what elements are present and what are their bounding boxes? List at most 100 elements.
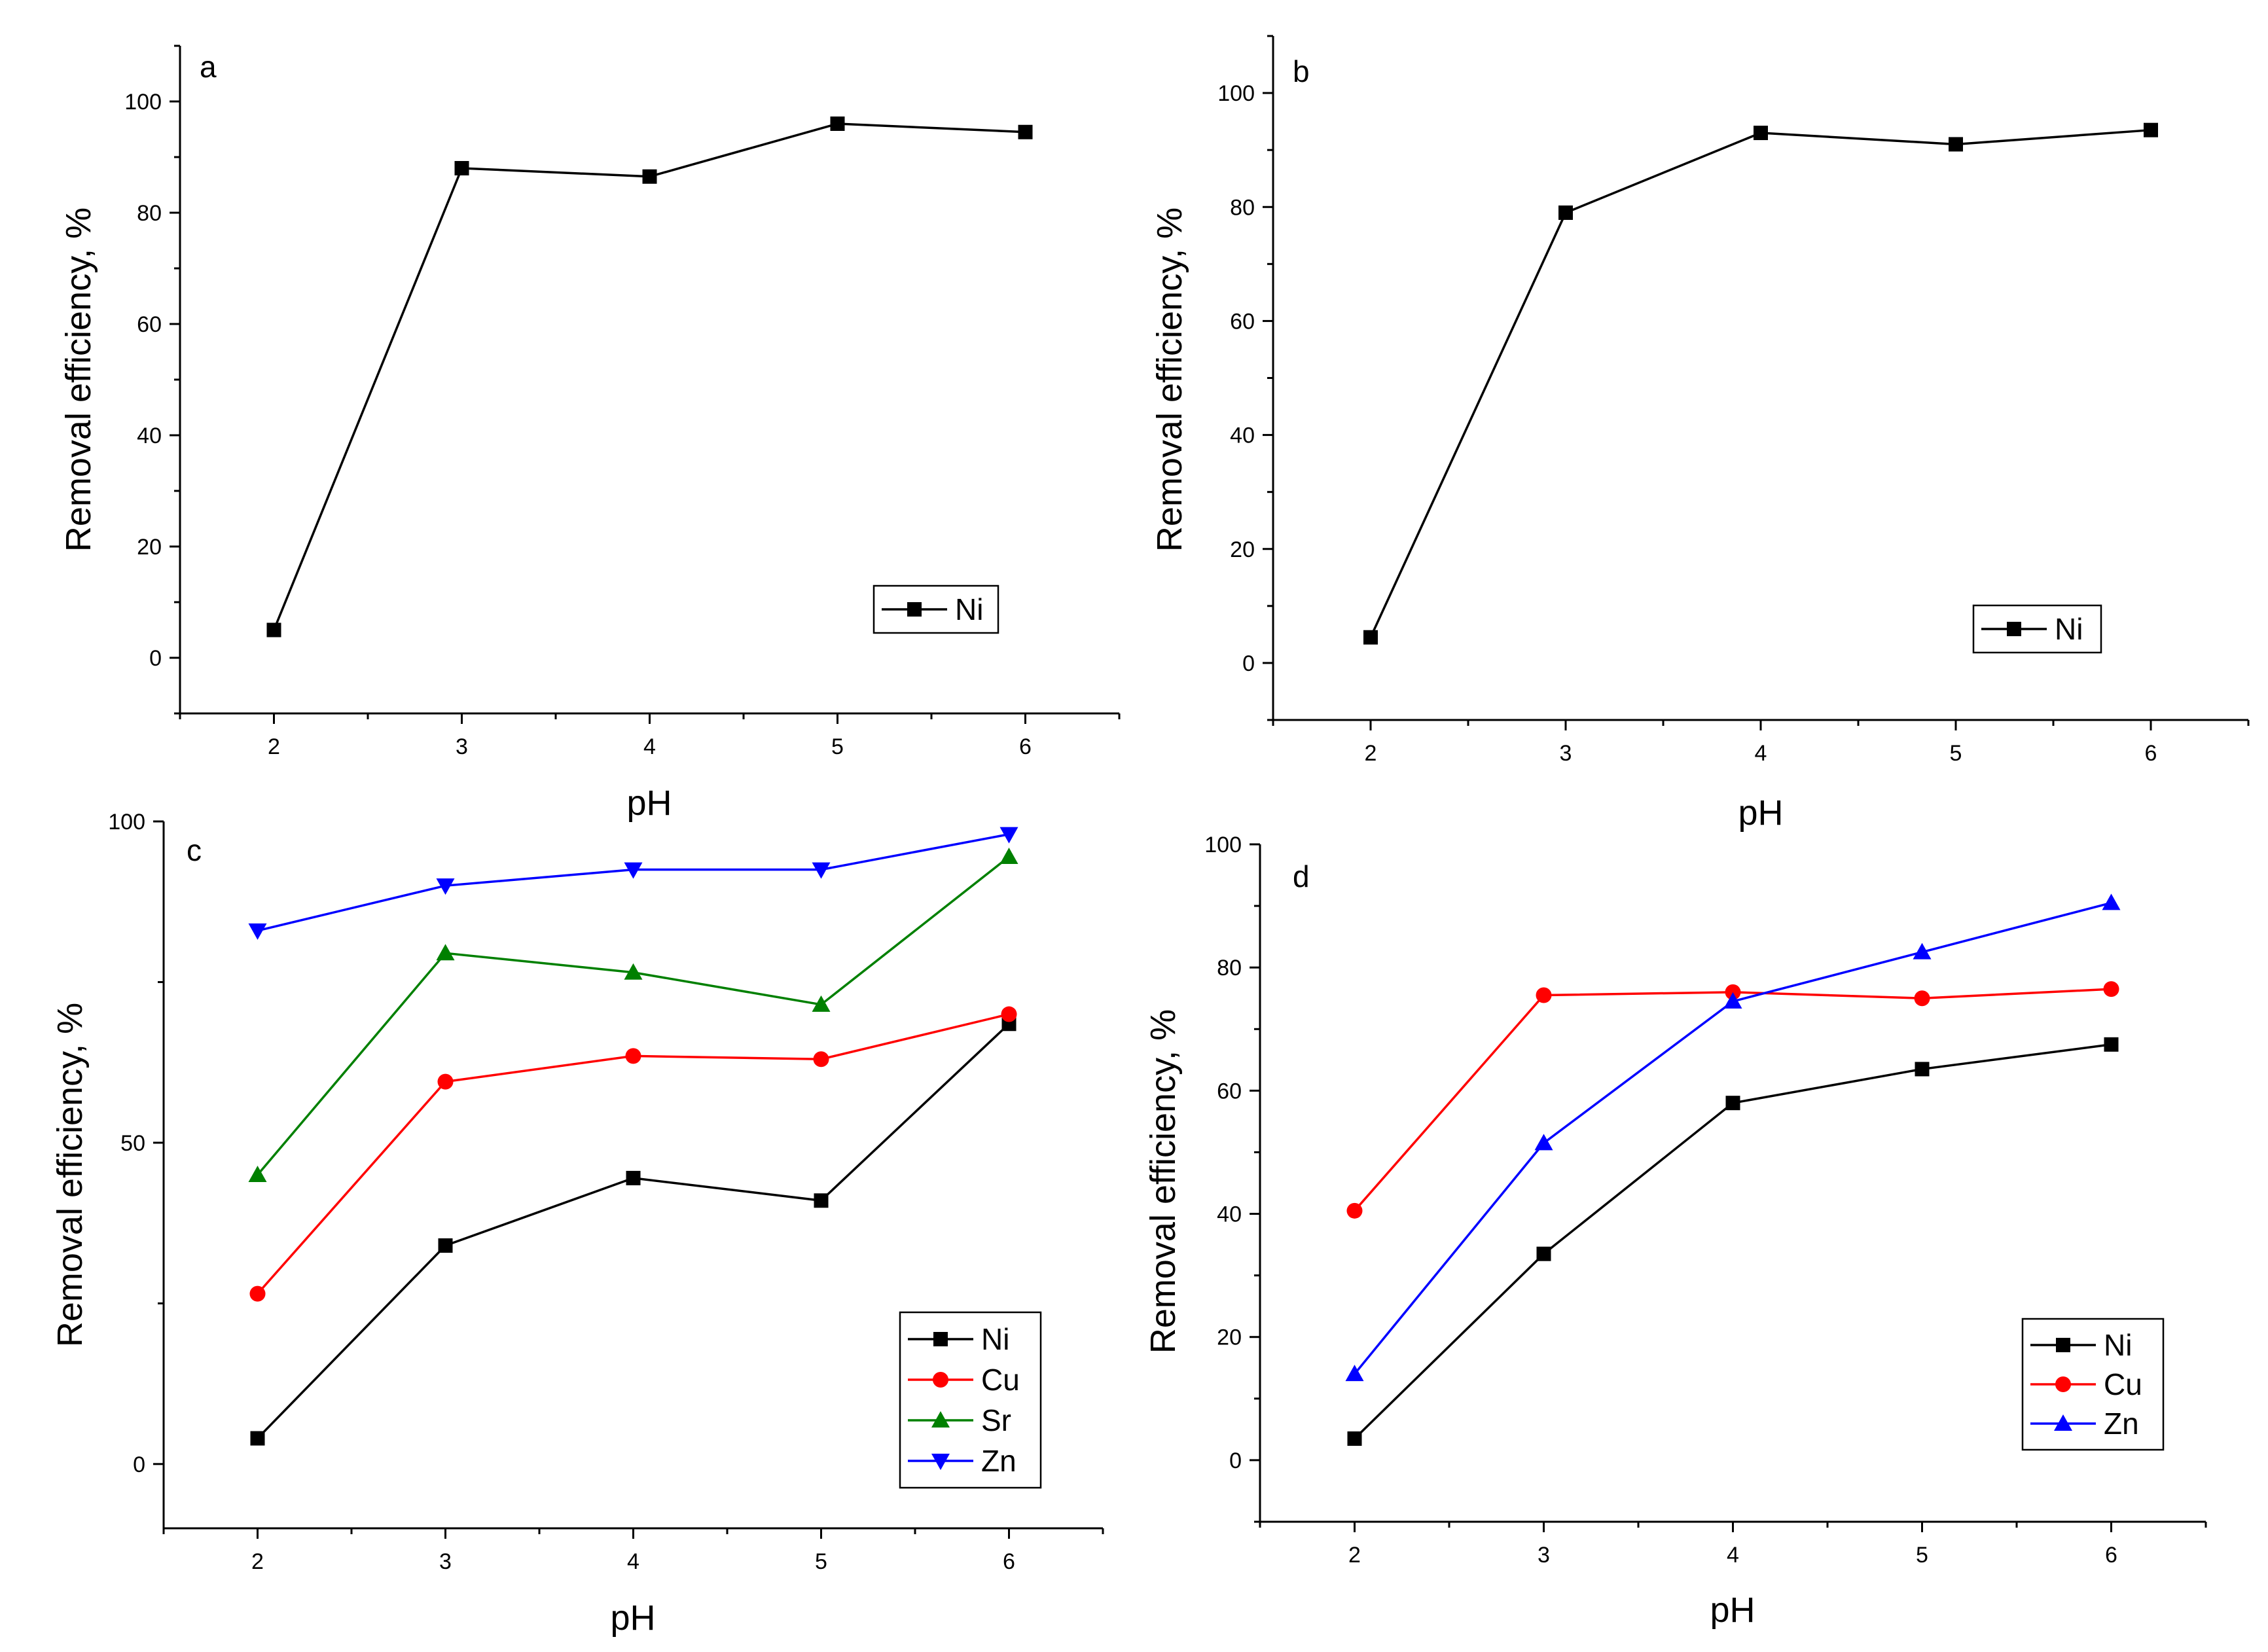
- data-point-ni: [642, 169, 657, 184]
- x-tick-label: 6: [1019, 734, 1032, 759]
- data-point-ni: [2104, 1037, 2119, 1052]
- legend-marker-ni: [2056, 1338, 2070, 1352]
- x-tick-label: 2: [1348, 1543, 1361, 1568]
- data-point-sr: [999, 848, 1018, 864]
- data-point-zn: [436, 878, 455, 895]
- data-point-cu: [249, 1285, 266, 1302]
- y-axis-title: Removal efficiency, %: [1150, 207, 1189, 552]
- data-point-zn: [1534, 1134, 1553, 1151]
- data-point-ni: [454, 161, 469, 175]
- series-line-ni: [1369, 128, 2151, 638]
- y-axis-title: Removal efficiency, %: [59, 207, 98, 552]
- x-tick-label: 2: [268, 734, 280, 759]
- y-tick-label: 80: [1230, 195, 1255, 220]
- data-point-cu: [437, 1073, 454, 1090]
- y-tick-label: 40: [137, 423, 162, 448]
- x-axis-title: pH: [1710, 1590, 1755, 1630]
- series-line-zn: [1354, 901, 2112, 1375]
- y-tick-label: 20: [1217, 1325, 1242, 1350]
- data-point-ni: [438, 1238, 453, 1253]
- data-point-zn: [1913, 943, 1932, 960]
- panel-label-c: c: [187, 833, 202, 867]
- y-tick-label: 100: [1217, 81, 1255, 106]
- panel-label-a: a: [200, 50, 217, 84]
- y-tick-label: 40: [1217, 1202, 1242, 1227]
- y-tick-label: 40: [1230, 423, 1255, 448]
- data-point-zn: [812, 862, 831, 879]
- data-point-zn: [624, 862, 643, 879]
- data-point-cu: [1914, 990, 1930, 1007]
- legend-label-zn: Zn: [2104, 1407, 2139, 1441]
- legend: Ni Cu Sr Zn: [899, 1311, 1042, 1489]
- x-tick-label: 5: [1916, 1543, 1928, 1568]
- legend-label-ni: Ni: [2055, 612, 2083, 646]
- legend-label-ni: Ni: [2104, 1328, 2132, 1362]
- data-point-sr: [436, 944, 455, 961]
- data-point-ni: [266, 622, 281, 637]
- x-tick-label: 3: [439, 1549, 452, 1574]
- data-point-ni: [1558, 205, 1573, 220]
- data-point-zn: [1723, 992, 1742, 1009]
- legend-box: [899, 1311, 1042, 1489]
- data-point-zn: [1345, 1365, 1364, 1382]
- data-point-ni: [250, 1431, 265, 1446]
- data-point-zn: [999, 827, 1018, 844]
- data-point-ni: [1536, 1246, 1551, 1261]
- y-tick-label: 60: [137, 312, 162, 337]
- legend-label-zn: Zn: [981, 1444, 1017, 1478]
- legend-marker-ni: [907, 602, 922, 617]
- data-point-ni: [626, 1170, 641, 1185]
- data-point-ni: [1725, 1096, 1740, 1111]
- data-point-cu: [1001, 1006, 1017, 1022]
- legend-label-ni: Ni: [981, 1322, 1009, 1356]
- legend-marker-cu: [2055, 1376, 2071, 1392]
- data-point-sr: [248, 1166, 267, 1182]
- x-tick-label: 3: [1560, 741, 1572, 766]
- data-point-cu: [813, 1051, 829, 1068]
- y-tick-label: 0: [1229, 1448, 1242, 1473]
- data-point-cu: [1536, 987, 1552, 1003]
- data-point-zn: [248, 923, 267, 940]
- y-tick-label: 100: [108, 810, 145, 835]
- data-point-ni: [1347, 1431, 1362, 1446]
- legend-marker-ni: [2007, 622, 2021, 636]
- x-tick-label: 3: [456, 734, 468, 759]
- x-tick-label: 5: [831, 734, 844, 759]
- data-point-zn: [2102, 893, 2121, 910]
- x-tick-label: 4: [1727, 1543, 1739, 1568]
- x-tick-label: 5: [1950, 741, 1962, 766]
- panel-label-d: d: [1293, 859, 1310, 893]
- legend-marker-ni: [933, 1332, 948, 1346]
- y-tick-label: 50: [120, 1131, 145, 1156]
- legend: Ni Cu Zn: [2021, 1318, 2165, 1451]
- y-tick-label: 80: [1217, 956, 1242, 980]
- legend-label-cu: Cu: [2104, 1367, 2142, 1401]
- series-line-ni: [257, 1022, 1010, 1439]
- x-tick-label: 6: [2105, 1543, 2117, 1568]
- legend-marker-zn: [2054, 1414, 2072, 1431]
- x-tick-label: 3: [1538, 1543, 1550, 1568]
- legend-marker-zn: [931, 1454, 950, 1470]
- y-axis-title: Removal efficiency, %: [1143, 1009, 1183, 1354]
- x-tick-label: 2: [251, 1549, 264, 1574]
- x-tick-label: 4: [643, 734, 656, 759]
- data-point-ni: [830, 117, 845, 131]
- data-point-ni: [1949, 137, 1963, 152]
- y-tick-label: 0: [133, 1452, 145, 1477]
- y-axis-title: Removal efficiency, %: [50, 1003, 90, 1347]
- x-axis-title: pH: [1738, 793, 1783, 833]
- x-tick-label: 5: [815, 1549, 827, 1574]
- data-point-cu: [625, 1048, 641, 1064]
- y-tick-label: 100: [1204, 833, 1242, 857]
- x-tick-label: 2: [1365, 741, 1377, 766]
- y-tick-label: 100: [124, 90, 162, 115]
- data-point-ni: [1754, 126, 1768, 141]
- series-line-ni: [272, 122, 1026, 631]
- y-tick-label: 80: [137, 201, 162, 226]
- data-point-ni: [1915, 1062, 1930, 1077]
- legend-marker-cu: [933, 1372, 948, 1388]
- legend-marker-sr: [931, 1411, 950, 1428]
- y-tick-label: 0: [149, 646, 162, 671]
